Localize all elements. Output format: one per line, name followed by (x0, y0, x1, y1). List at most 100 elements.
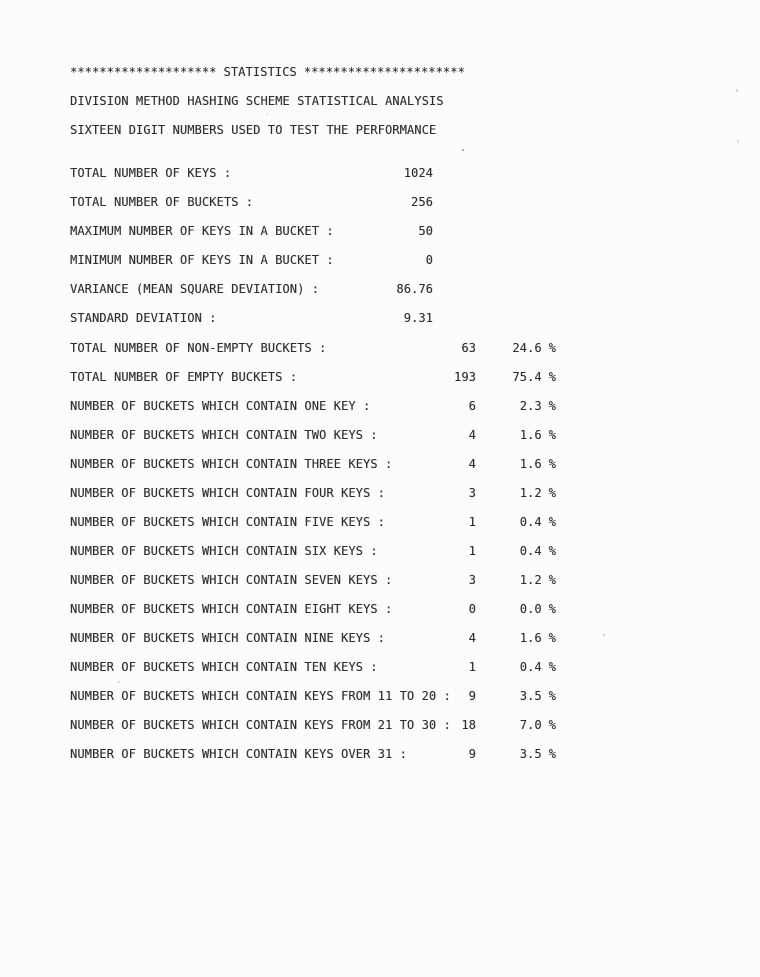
distribution-count: 4 (468, 428, 476, 442)
distribution-count: 1 (468, 515, 476, 529)
report-subtitle-testdata: SIXTEEN DIGIT NUMBERS USED TO TEST THE P… (70, 123, 437, 137)
percent-value: 1.6 (519, 428, 542, 442)
scan-artifact (118, 681, 120, 683)
distribution-percent: 3.5% (70, 740, 556, 769)
percent-value: 0.4 (519, 515, 542, 529)
percent-sign: % (548, 486, 556, 500)
distribution-row-nonempty: TOTAL NUMBER OF NON-EMPTY BUCKETS : 63 2… (70, 334, 570, 363)
distribution-row-over-31: NUMBER OF BUCKETS WHICH CONTAIN KEYS OVE… (70, 740, 570, 769)
percent-value: 3.5 (519, 747, 542, 761)
percent-sign: % (548, 631, 556, 645)
distribution-row-nine-keys: NUMBER OF BUCKETS WHICH CONTAIN NINE KEY… (70, 624, 570, 653)
percent-sign: % (548, 457, 556, 471)
distribution-label: NUMBER OF BUCKETS WHICH CONTAIN TWO KEYS… (70, 428, 378, 442)
stat-row-stddev: STANDARD DEVIATION : 9.31 (70, 304, 570, 333)
percent-value: 1.2 (519, 486, 542, 500)
percent-sign: % (548, 399, 556, 413)
distribution-label: NUMBER OF BUCKETS WHICH CONTAIN ONE KEY … (70, 399, 371, 413)
stat-value: 86.76 (396, 282, 433, 296)
scan-artifact (266, 113, 268, 115)
percent-sign: % (548, 428, 556, 442)
section-gap (70, 145, 570, 159)
percent-value: 0.0 (519, 602, 542, 616)
distribution-label: NUMBER OF BUCKETS WHICH CONTAIN TEN KEYS… (70, 660, 378, 674)
percent-value: 7.0 (519, 718, 542, 732)
distribution-count: 0 (468, 602, 476, 616)
scan-artifact (603, 634, 605, 636)
distribution-percent: 1.2% (70, 479, 556, 508)
distribution-percent: 1.6% (70, 624, 556, 653)
percent-value: 0.4 (519, 660, 542, 674)
distribution-percent: 75.4% (70, 363, 556, 392)
distribution-count: 1 (468, 660, 476, 674)
stat-row-max-keys: MAXIMUM NUMBER OF KEYS IN A BUCKET : 50 (70, 217, 570, 246)
stat-value: 1024 (403, 166, 433, 180)
distribution-label: NUMBER OF BUCKETS WHICH CONTAIN KEYS FRO… (70, 718, 451, 732)
distribution-row-ten-keys: NUMBER OF BUCKETS WHICH CONTAIN TEN KEYS… (70, 653, 570, 682)
distribution-count: 193 (454, 370, 476, 384)
stat-label: MAXIMUM NUMBER OF KEYS IN A BUCKET : (70, 224, 334, 238)
report-title-line: ******************** STATISTICS **********… (70, 58, 570, 87)
stat-value: 0 (425, 253, 433, 267)
percent-value: 3.5 (519, 689, 542, 703)
distribution-row-21-to-30: NUMBER OF BUCKETS WHICH CONTAIN KEYS FRO… (70, 711, 570, 740)
percent-sign: % (548, 573, 556, 587)
report-title: STATISTICS (223, 65, 297, 79)
stat-row-total-keys: TOTAL NUMBER OF KEYS : 1024 (70, 159, 570, 188)
distribution-row-seven-keys: NUMBER OF BUCKETS WHICH CONTAIN SEVEN KE… (70, 566, 570, 595)
stat-row-min-keys: MINIMUM NUMBER OF KEYS IN A BUCKET : 0 (70, 246, 570, 275)
stat-label: VARIANCE (MEAN SQUARE DEVIATION) : (70, 282, 320, 296)
distribution-row-six-keys: NUMBER OF BUCKETS WHICH CONTAIN SIX KEYS… (70, 537, 570, 566)
distribution-row-five-keys: NUMBER OF BUCKETS WHICH CONTAIN FIVE KEY… (70, 508, 570, 537)
distribution-count: 3 (468, 486, 476, 500)
distribution-row-one-key: NUMBER OF BUCKETS WHICH CONTAIN ONE KEY … (70, 392, 570, 421)
distribution-percent: 0.0% (70, 595, 556, 624)
distribution-row-four-keys: NUMBER OF BUCKETS WHICH CONTAIN FOUR KEY… (70, 479, 570, 508)
stat-value: 50 (418, 224, 433, 238)
percent-value: 1.2 (519, 573, 542, 587)
distribution-row-empty: TOTAL NUMBER OF EMPTY BUCKETS : 193 75.4… (70, 363, 570, 392)
percent-sign: % (548, 689, 556, 703)
distribution-label: NUMBER OF BUCKETS WHICH CONTAIN FIVE KEY… (70, 515, 385, 529)
distribution-percent: 0.4% (70, 537, 556, 566)
percent-value: 75.4 (512, 370, 542, 384)
title-stars-right: ********************** (303, 65, 465, 79)
distribution-label: NUMBER OF BUCKETS WHICH CONTAIN KEYS FRO… (70, 689, 451, 703)
stat-row-total-buckets: TOTAL NUMBER OF BUCKETS : 256 (70, 188, 570, 217)
title-stars-left: ******************** (70, 65, 217, 79)
stat-label: STANDARD DEVIATION : (70, 311, 217, 325)
stat-label: TOTAL NUMBER OF KEYS : (70, 166, 232, 180)
stat-value: 9.31 (403, 311, 433, 325)
report-body: ******************** STATISTICS **********… (70, 58, 570, 769)
distribution-percent: 1.2% (70, 566, 556, 595)
percent-sign: % (548, 660, 556, 674)
distribution-row-three-keys: NUMBER OF BUCKETS WHICH CONTAIN THREE KE… (70, 450, 570, 479)
distribution-label: NUMBER OF BUCKETS WHICH CONTAIN KEYS OVE… (70, 747, 407, 761)
distribution-count: 3 (468, 573, 476, 587)
distribution-label: TOTAL NUMBER OF EMPTY BUCKETS : (70, 370, 298, 384)
percent-sign: % (548, 544, 556, 558)
percent-value: 1.6 (519, 457, 542, 471)
distribution-count: 63 (461, 341, 476, 355)
scan-artifact (736, 89, 738, 92)
distribution-percent: 2.3% (70, 392, 556, 421)
distribution-percent: 0.4% (70, 653, 556, 682)
stat-label: MINIMUM NUMBER OF KEYS IN A BUCKET : (70, 253, 334, 267)
distribution-percent: 24.6% (70, 334, 556, 363)
distribution-count: 9 (468, 747, 476, 761)
distribution-count: 9 (468, 689, 476, 703)
distribution-percent: 7.0% (70, 711, 556, 740)
distribution-percent: 1.6% (70, 421, 556, 450)
distribution-label: TOTAL NUMBER OF NON-EMPTY BUCKETS : (70, 341, 327, 355)
report-subtitle-analysis: DIVISION METHOD HASHING SCHEME STATISTIC… (70, 94, 444, 108)
distribution-label: NUMBER OF BUCKETS WHICH CONTAIN SEVEN KE… (70, 573, 393, 587)
scan-artifact (737, 140, 739, 143)
percent-sign: % (548, 341, 556, 355)
stat-value: 256 (411, 195, 433, 209)
distribution-percent: 3.5% (70, 682, 556, 711)
distribution-row-eight-keys: NUMBER OF BUCKETS WHICH CONTAIN EIGHT KE… (70, 595, 570, 624)
percent-sign: % (548, 515, 556, 529)
distribution-percent: 1.6% (70, 450, 556, 479)
distribution-label: NUMBER OF BUCKETS WHICH CONTAIN THREE KE… (70, 457, 393, 471)
